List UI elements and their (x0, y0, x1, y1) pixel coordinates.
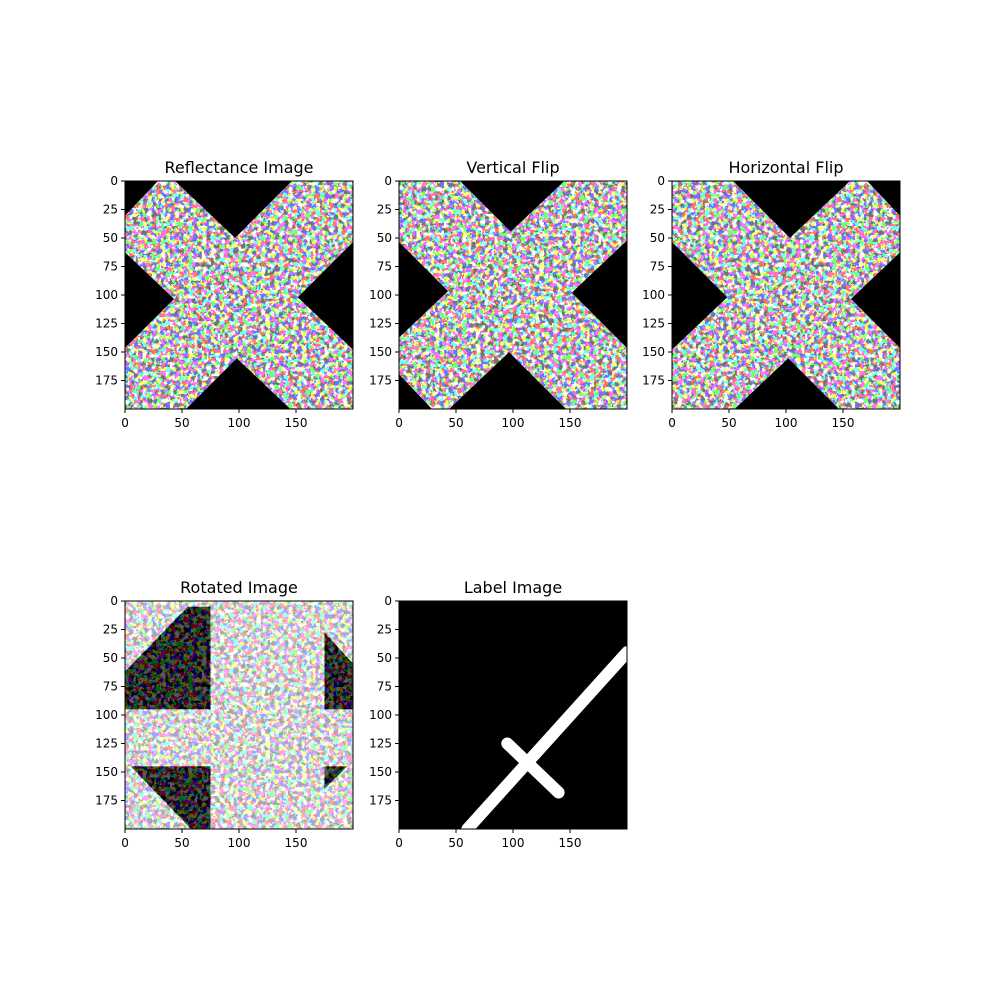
y-tick-label: 75 (377, 680, 392, 694)
x-tick-label: 150 (559, 836, 582, 850)
y-tick-label: 75 (103, 260, 118, 274)
x-tick-label: 0 (121, 416, 129, 430)
y-tick-label: 125 (369, 737, 392, 751)
y-tick-label: 100 (642, 288, 665, 302)
panel-title: Label Image (464, 578, 562, 597)
y-tick-label: 150 (95, 345, 118, 359)
label-segment (501, 737, 565, 799)
axis-ticks: 0 50 100 150 0 25 50 75 100 125 150 175 (95, 594, 307, 850)
rotated-image (125, 601, 353, 829)
y-tick-label: 125 (369, 317, 392, 331)
y-tick-label: 0 (384, 594, 392, 608)
y-tick-label: 0 (657, 174, 665, 188)
y-tick-label: 75 (377, 260, 392, 274)
y-tick-label: 100 (95, 288, 118, 302)
y-tick-label: 175 (95, 794, 118, 808)
y-tick-label: 100 (369, 288, 392, 302)
y-tick-label: 0 (110, 174, 118, 188)
y-tick-label: 25 (103, 203, 118, 217)
reflectance-image (125, 181, 353, 409)
panel-title: Rotated Image (180, 578, 298, 597)
label-image (399, 601, 627, 829)
y-tick-label: 25 (377, 623, 392, 637)
axis-ticks: 0 50 100 150 0 25 50 75 100 125 150 175 (369, 594, 581, 850)
y-tick-label: 50 (650, 231, 665, 245)
y-tick-label: 150 (369, 765, 392, 779)
panel-reflectance: Reflectance Image 0 50 100 150 0 25 50 75 100 125… (95, 158, 354, 430)
x-tick-label: 100 (228, 836, 251, 850)
x-tick-label: 150 (285, 416, 308, 430)
panel-rotated: Rotated Image 0 50 100 150 0 25 50 75 100 125 150 1… (95, 578, 354, 850)
axis-ticks: 0 50 100 150 0 25 50 75 100 125 150 175 (369, 174, 581, 430)
y-tick-label: 50 (377, 231, 392, 245)
y-tick-label: 175 (95, 374, 118, 388)
panel-horizontal-flip: Horizontal Flip 0 50 100 150 0 25 50 75 100 125 15… (642, 158, 901, 430)
speckle-texture (125, 601, 353, 829)
image-pixels (399, 181, 627, 409)
x-tick-label: 50 (448, 416, 463, 430)
x-tick-label: 150 (832, 416, 855, 430)
speckle-texture (672, 181, 900, 409)
y-tick-label: 175 (369, 794, 392, 808)
image-pixels (672, 181, 900, 409)
speckle-texture (399, 181, 627, 409)
y-tick-label: 100 (369, 708, 392, 722)
y-tick-label: 0 (110, 594, 118, 608)
x-tick-label: 100 (502, 416, 525, 430)
y-tick-label: 50 (103, 231, 118, 245)
x-tick-label: 150 (559, 416, 582, 430)
panel-title: Horizontal Flip (728, 158, 843, 177)
x-tick-label: 0 (395, 416, 403, 430)
x-tick-label: 50 (174, 416, 189, 430)
panel-title: Vertical Flip (466, 158, 559, 177)
x-tick-label: 0 (668, 416, 676, 430)
x-tick-label: 100 (502, 836, 525, 850)
image-pixels (399, 601, 627, 829)
y-tick-label: 0 (384, 174, 392, 188)
panel-vertical-flip: Vertical Flip 0 50 100 150 0 25 50 75 100 125 150 1… (369, 158, 628, 430)
x-tick-label: 0 (121, 836, 129, 850)
y-tick-label: 125 (95, 317, 118, 331)
image-pixels (125, 181, 353, 409)
x-tick-label: 0 (395, 836, 403, 850)
y-tick-label: 25 (103, 623, 118, 637)
vertical-flip-image (399, 181, 627, 409)
y-tick-label: 125 (95, 737, 118, 751)
y-tick-label: 175 (642, 374, 665, 388)
x-tick-label: 50 (721, 416, 736, 430)
x-tick-label: 150 (285, 836, 308, 850)
speckle-texture (125, 181, 353, 409)
y-tick-label: 25 (377, 203, 392, 217)
horizontal-flip-image (672, 181, 900, 409)
label-segment (461, 646, 627, 829)
axis-ticks: 0 50 100 150 0 25 50 75 100 125 150 175 (642, 174, 854, 430)
y-tick-label: 25 (650, 203, 665, 217)
panel-label: Label Image 0 50 100 150 0 25 50 75 100 125 150 175 (369, 578, 628, 850)
y-tick-label: 75 (103, 680, 118, 694)
image-background (399, 601, 627, 829)
y-tick-label: 50 (103, 651, 118, 665)
axis-ticks: 0 50 100 150 0 25 50 75 100 125 150 175 (95, 174, 307, 430)
y-tick-label: 150 (95, 765, 118, 779)
y-tick-label: 100 (95, 708, 118, 722)
panel-title: Reflectance Image (164, 158, 313, 177)
y-tick-label: 50 (377, 651, 392, 665)
y-tick-label: 75 (650, 260, 665, 274)
x-tick-label: 50 (174, 836, 189, 850)
image-pixels (125, 601, 353, 829)
y-tick-label: 150 (642, 345, 665, 359)
y-tick-label: 175 (369, 374, 392, 388)
x-tick-label: 100 (775, 416, 798, 430)
x-tick-label: 50 (448, 836, 463, 850)
x-tick-label: 100 (228, 416, 251, 430)
y-tick-label: 150 (369, 345, 392, 359)
y-tick-label: 125 (642, 317, 665, 331)
